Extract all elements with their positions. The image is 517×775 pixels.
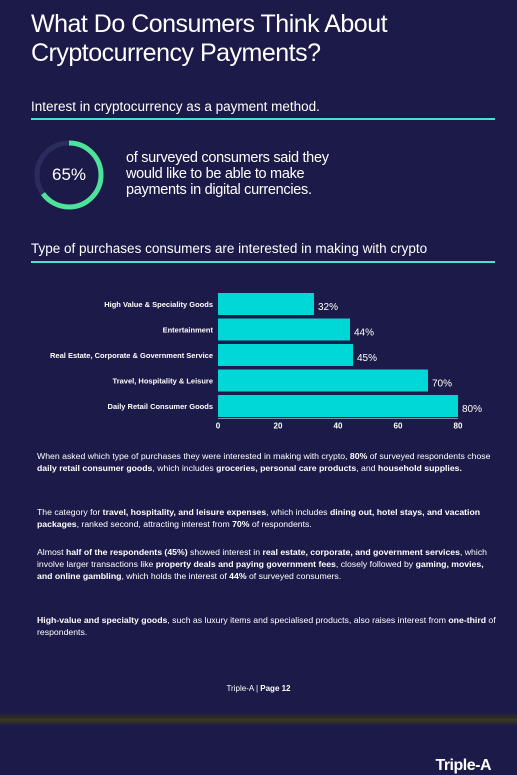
purchases-bar-chart: High Value & Speciality Goods 32% Entertai…	[50, 293, 482, 431]
text-run: of surveyed consumers.	[246, 571, 342, 581]
x-tick-label: 80	[454, 422, 463, 431]
ring-progress	[34, 140, 104, 210]
bar	[218, 369, 428, 392]
purchases-heading: Type of purchases consumers are interest…	[31, 241, 428, 256]
interest-divider	[31, 118, 495, 120]
bar	[218, 344, 353, 366]
text-run: of surveyed respondents chose	[367, 451, 491, 461]
text-run: , closely followed by	[335, 559, 416, 569]
text-run: , which holds the interest of	[121, 571, 230, 581]
paragraph-retail: When asked which type of purchases they …	[37, 450, 499, 474]
bold-run: travel, hospitality, and leisure expense…	[102, 507, 267, 517]
bold-run: High-value and specialty goods	[37, 615, 168, 625]
text-run: showed interest in	[187, 547, 263, 557]
text-run: When asked which type of purchases they …	[37, 451, 350, 461]
page-title: What Do Consumers Think About Cryptocurr…	[31, 10, 388, 67]
bold-run: household supplies.	[377, 463, 462, 473]
bold-run: one-third	[448, 615, 487, 625]
x-tick-label: 60	[394, 422, 403, 431]
text-run: , which includes	[152, 463, 217, 473]
stat-description: of surveyed consumers said they would li…	[126, 150, 329, 198]
bold-run: real estate, corporate, and government s…	[262, 547, 460, 557]
bold-run: property deals and paying government fee…	[155, 559, 336, 569]
value-label: 45%	[357, 353, 377, 364]
paragraph-travel: The category for travel, hospitality, an…	[37, 506, 499, 530]
bold-run: groceries, personal care products	[216, 463, 357, 473]
bold-run: daily retail consumer goods	[37, 463, 153, 473]
text-run: Almost	[37, 547, 66, 557]
percent-ring-icon	[34, 140, 104, 210]
footer-brand: Triple-A |	[226, 684, 261, 693]
value-label: 70%	[432, 379, 452, 390]
bar	[218, 318, 350, 341]
category-label: Travel, Hospitality & Leisure	[113, 377, 213, 386]
category-label: Real Estate, Corporate & Government Serv…	[50, 351, 213, 360]
text-run: , such as luxury items and specialised p…	[167, 615, 449, 625]
text-run: The category for	[37, 507, 103, 517]
purchases-divider	[31, 261, 495, 263]
bold-run: 44%	[229, 571, 247, 581]
footer-page-number: Page 12	[260, 684, 291, 693]
next-page	[0, 726, 517, 772]
interest-heading: Interest in cryptocurrency as a payment …	[31, 99, 320, 114]
bold-run: gaming, movies, and online gambling	[37, 559, 484, 581]
x-tick-label: 40	[334, 422, 343, 431]
text-run: of respondents.	[249, 519, 312, 529]
value-label: 44%	[354, 328, 374, 339]
text-run: of respondents.	[37, 615, 496, 637]
text-run: , which involve larger transactions like	[37, 547, 487, 569]
triple-a-logo: Triple-A	[435, 757, 491, 774]
bar	[218, 293, 314, 315]
bold-run: dining out, hotel stays, and vacation pa…	[37, 507, 481, 529]
paragraph-real-estate: Almost half of the respondents (45%) sho…	[37, 546, 499, 582]
x-tick-label: 20	[274, 422, 283, 431]
category-label: High Value & Speciality Goods	[104, 300, 213, 309]
report-page: What Do Consumers Think About Cryptocurr…	[0, 10, 517, 693]
bar	[218, 395, 458, 417]
x-tick-label: 0	[216, 422, 221, 431]
percent-label: 65%	[51, 165, 87, 184]
page-footer: Triple-A | Page 12	[0, 684, 517, 693]
text-run: , which includes	[266, 507, 330, 517]
text-run: , and	[356, 463, 378, 473]
bold-run: half of the respondents (45%)	[65, 547, 188, 557]
bold-run: 70%	[232, 519, 250, 529]
bold-run: 80%	[349, 451, 368, 461]
category-label: Entertainment	[163, 326, 214, 335]
page-break-divider	[0, 712, 517, 726]
value-label: 32%	[318, 302, 338, 313]
paragraph-high-value: High-value and specialty goods, such as …	[37, 614, 499, 638]
value-label: 80%	[462, 404, 482, 415]
text-run: , ranked second, attracting interest fro…	[76, 519, 233, 529]
category-label: Daily Retail Consumer Goods	[108, 402, 213, 411]
